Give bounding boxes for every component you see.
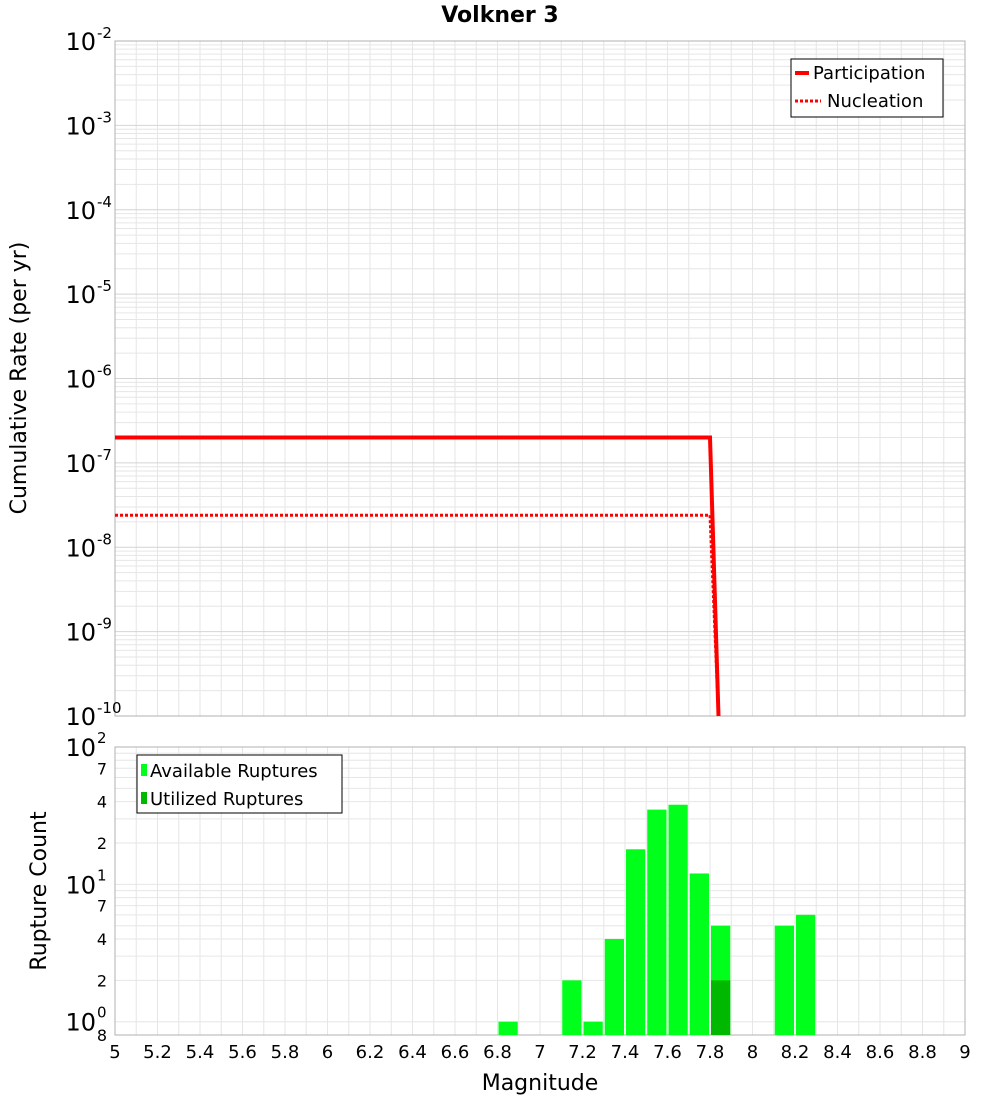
top-y-tick-label: 10 <box>65 450 96 478</box>
bottom-y-minor-tick-label: 7 <box>97 759 107 778</box>
available-rupture-bar <box>626 849 646 1035</box>
x-tick-label: 7.8 <box>696 1042 725 1063</box>
bottom-y-tick-exponent: 1 <box>97 866 107 884</box>
top-y-tick-exponent: -2 <box>97 24 112 42</box>
bottom-y-minor-tick-label: 4 <box>97 930 107 949</box>
bottom-legend: Available Ruptures Utilized Ruptures <box>136 754 343 814</box>
series-line-participation <box>115 435 721 717</box>
x-tick-label: 5.2 <box>143 1042 172 1063</box>
legend-utilized-label: Utilized Ruptures <box>150 789 303 810</box>
top-y-tick-exponent: -7 <box>97 446 112 464</box>
available-rupture-bar <box>668 804 688 1035</box>
bottom-y-minor-tick-label: 8 <box>97 1026 107 1045</box>
bottom-legend-box <box>136 754 343 814</box>
top-y-tick-label: 10 <box>65 112 96 140</box>
top-y-tick-label: 10 <box>65 534 96 562</box>
x-tick-label: 7.4 <box>611 1042 640 1063</box>
legend-available-swatch <box>141 764 147 776</box>
x-tick-label: 8.4 <box>823 1042 852 1063</box>
x-tick-label: 6.8 <box>483 1042 512 1063</box>
bottom-y-tick-exponent: 0 <box>97 1004 107 1022</box>
bottom-y-tick-label: 10 <box>65 734 96 762</box>
available-rupture-bar <box>774 925 794 1035</box>
top-y-tick-exponent: -4 <box>97 193 112 211</box>
top-y-tick-exponent: -8 <box>97 530 112 548</box>
bottom-y-tick-exponent: 2 <box>97 729 107 747</box>
x-tick-label: 9 <box>959 1042 970 1063</box>
available-rupture-bar <box>583 1021 603 1035</box>
bottom-y-tick-label: 10 <box>65 871 96 899</box>
top-y-tick-exponent: -6 <box>97 362 112 380</box>
x-tick-label: 6 <box>322 1042 333 1063</box>
bottom-y-minor-tick-label: 2 <box>97 834 107 853</box>
legend-nucleation-label: Nucleation <box>827 91 923 112</box>
top-plot-grid <box>114 41 966 717</box>
top-legend-box <box>790 58 944 118</box>
top-y-axis-title: Cumulative Rate (per yr) <box>7 242 32 515</box>
top-y-tick-exponent: -3 <box>97 108 112 126</box>
x-tick-labels: 5 5.2 5.4 5.6 5.8 6 6.2 6.4 6.6 6.8 7 7.2 7.4 7.6 7.8 8… <box>109 1042 970 1063</box>
x-tick-label: 6.2 <box>356 1042 385 1063</box>
top-y-tick-exponent: -10 <box>97 699 122 717</box>
top-y-tick-exponent: -9 <box>97 615 112 633</box>
x-axis-title: Magnitude <box>482 1071 599 1096</box>
top-y-tick-exponent: -5 <box>97 277 112 295</box>
legend-utilized-swatch <box>141 792 147 804</box>
available-rupture-bar <box>604 939 624 1035</box>
x-tick-label: 7 <box>534 1042 545 1063</box>
bottom-y-minor-tick-label: 2 <box>97 971 107 990</box>
available-rupture-bar <box>562 980 582 1035</box>
top-y-tick-label: 10 <box>65 28 96 56</box>
bottom-plot-bars <box>498 804 816 1035</box>
x-tick-label: 8.8 <box>908 1042 937 1063</box>
top-plot-series <box>115 435 721 717</box>
available-rupture-bar <box>498 1021 518 1035</box>
top-y-tick-labels: 10-210-310-410-510-610-710-810-910-10 <box>65 24 121 731</box>
top-y-tick-label: 10 <box>65 281 96 309</box>
x-tick-label: 7.2 <box>568 1042 597 1063</box>
chart-title: Volkner 3 <box>441 3 559 28</box>
bottom-y-axis-title: Rupture Count <box>27 811 52 971</box>
series-line-nucleation <box>115 513 720 717</box>
x-tick-label: 8.2 <box>781 1042 810 1063</box>
x-tick-label: 6.6 <box>441 1042 470 1063</box>
top-y-tick-label: 10 <box>65 366 96 394</box>
top-y-tick-label: 10 <box>65 619 96 647</box>
bottom-plot-frame <box>114 746 966 1036</box>
available-rupture-bar <box>796 914 816 1035</box>
x-tick-label: 8.6 <box>866 1042 895 1063</box>
x-tick-label: 5.8 <box>271 1042 300 1063</box>
top-y-tick-label: 10 <box>65 197 96 225</box>
x-tick-label: 5 <box>109 1042 120 1063</box>
top-y-tick-label: 10 <box>65 703 96 731</box>
x-tick-label: 5.6 <box>228 1042 257 1063</box>
x-tick-label: 8 <box>747 1042 758 1063</box>
bottom-y-minor-tick-label: 4 <box>97 793 107 812</box>
top-legend: Participation Nucleation <box>790 58 944 118</box>
legend-participation-label: Participation <box>813 63 925 84</box>
x-tick-label: 5.4 <box>186 1042 215 1063</box>
bottom-y-tick-label: 10 <box>65 1009 96 1037</box>
available-rupture-bar <box>689 873 709 1035</box>
bottom-y-minor-tick-label: 7 <box>97 897 107 916</box>
utilized-rupture-bar <box>711 980 731 1035</box>
x-tick-label: 7.6 <box>653 1042 682 1063</box>
top-plot-frame <box>114 40 966 717</box>
x-tick-label: 6.4 <box>398 1042 427 1063</box>
available-rupture-bar <box>647 809 667 1035</box>
legend-available-label: Available Ruptures <box>150 761 318 782</box>
